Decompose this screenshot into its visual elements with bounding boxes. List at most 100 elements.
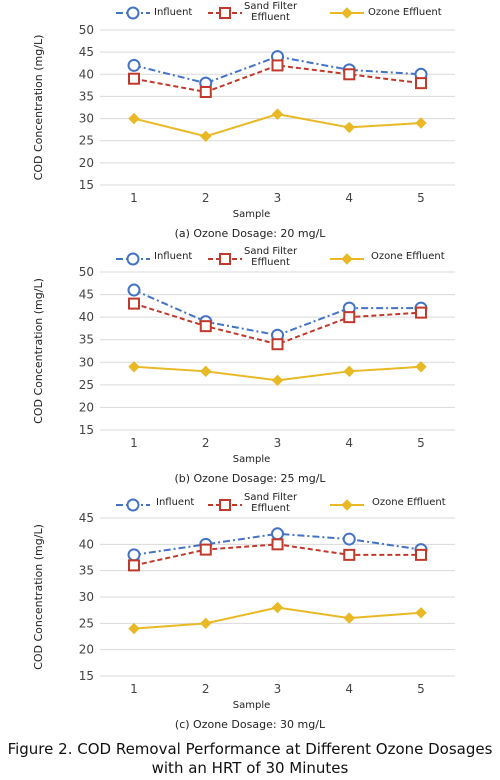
y-axis-label: COD Concentration (mg/L) — [32, 524, 45, 670]
x-tick-label: 4 — [345, 436, 353, 450]
x-tick-label: 3 — [274, 191, 282, 205]
y-tick-label: 15 — [79, 669, 94, 683]
data-point-sand-filter — [343, 548, 356, 561]
x-tick-label: 3 — [274, 682, 282, 696]
x-tick-label: 4 — [345, 682, 353, 696]
y-tick-label: 45 — [79, 288, 94, 302]
y-tick-label: 15 — [79, 423, 94, 437]
chart-legend: Influent Sand Filter Effluent Ozone Effl… — [0, 492, 500, 518]
data-point-sand-filter — [415, 77, 427, 90]
legend-ozone-symbol — [341, 7, 353, 19]
x-axis-label: Sample — [233, 700, 271, 711]
chart-panel-c: Influent Sand Filter Effluent Ozone Effl… — [0, 492, 500, 737]
figure-caption: Figure 2. COD Removal Performance at Dif… — [7, 740, 493, 777]
x-tick-label: 5 — [417, 436, 425, 450]
y-tick-label: 15 — [79, 178, 94, 192]
legend-influent-symbol — [126, 498, 140, 512]
chart-legend: Influent Sand Filter Effluent Ozone Effl… — [0, 246, 500, 272]
data-point-ozone — [415, 361, 427, 373]
data-point-sand-filter — [271, 59, 284, 72]
legend-sand-filter-label: Sand Filter Effluent — [244, 1, 298, 23]
data-point-ozone — [128, 112, 140, 125]
data-point-ozone — [200, 365, 212, 378]
data-point-ozone — [343, 121, 355, 134]
legend-influent-symbol — [126, 6, 140, 20]
x-tick-label: 4 — [345, 191, 353, 205]
x-tick-label: 2 — [202, 682, 210, 696]
data-point-ozone — [415, 117, 427, 129]
legend-ozone-symbol — [341, 499, 353, 511]
data-point-influent — [271, 527, 284, 541]
data-point-sand-filter — [199, 320, 212, 333]
y-tick-label: 30 — [79, 112, 94, 126]
legend-influent-label: Influent — [154, 7, 193, 18]
x-tick-label: 1 — [130, 436, 138, 450]
data-point-influent — [127, 283, 141, 297]
y-tick-label: 50 — [79, 23, 94, 37]
legend-ozone-label: Ozone Effluent — [371, 251, 445, 262]
y-axis-label: COD Concentration (mg/L) — [32, 278, 45, 424]
y-tick-label: 45 — [79, 45, 94, 59]
chart-caption-c: (c) Ozone Dosage: 30 mg/L — [174, 718, 326, 731]
x-tick-label: 1 — [130, 191, 138, 205]
data-point-ozone — [200, 617, 212, 630]
legend-sand-filter-label: Sand Filter Effluent — [244, 492, 298, 514]
y-tick-label: 30 — [79, 590, 94, 604]
legend-ozone-symbol — [341, 253, 353, 265]
data-point-sand-filter — [271, 338, 284, 351]
y-tick-label: 25 — [79, 616, 94, 630]
legend-sand-filter-symbol — [219, 499, 231, 511]
y-tick-label: 40 — [79, 537, 94, 551]
data-point-ozone — [271, 108, 284, 120]
data-point-sand-filter — [128, 559, 140, 572]
data-point-ozone — [128, 361, 140, 373]
y-tick-label: 30 — [79, 355, 94, 369]
x-tick-label: 2 — [202, 436, 210, 450]
x-axis-label: Sample — [233, 209, 271, 220]
data-point-sand-filter — [415, 548, 427, 561]
legend-influent-label: Influent — [154, 251, 193, 262]
y-tick-label: 45 — [79, 511, 94, 525]
data-point-influent — [127, 58, 141, 72]
data-point-sand-filter — [128, 297, 140, 310]
x-axis-label: Sample — [233, 454, 271, 465]
y-tick-label: 35 — [79, 89, 94, 103]
x-tick-label: 5 — [417, 682, 425, 696]
data-point-influent — [342, 532, 356, 546]
x-tick-label: 1 — [130, 682, 138, 696]
data-point-ozone — [200, 130, 212, 142]
legend-ozone-label: Ozone Effluent — [368, 7, 442, 18]
data-point-ozone — [343, 612, 355, 624]
y-tick-label: 20 — [79, 400, 94, 414]
data-point-sand-filter — [199, 543, 212, 556]
y-tick-label: 35 — [79, 333, 94, 347]
y-tick-label: 35 — [79, 564, 94, 578]
data-point-sand-filter — [415, 306, 427, 319]
legend-influent-symbol — [126, 252, 140, 266]
series-line-influent — [133, 289, 421, 337]
series-line-sand-filter — [133, 64, 422, 94]
y-tick-label: 50 — [79, 265, 94, 279]
chart-panel-b: Influent Sand Filter Effluent Ozone Effl… — [0, 246, 500, 491]
chart-legend: Influent Sand Filter Effluent Ozone Effl… — [0, 0, 500, 26]
data-point-ozone — [271, 601, 284, 614]
x-tick-label: 2 — [202, 191, 210, 205]
data-point-sand-filter — [199, 86, 212, 98]
y-axis-label: COD Concentration (mg/L) — [32, 35, 45, 181]
chart-caption-b: (b) Ozone Dosage: 25 mg/L — [174, 472, 326, 485]
chart-panel-a: Influent Sand Filter Effluent Ozone Effl… — [0, 0, 500, 245]
x-tick-label: 3 — [274, 436, 282, 450]
chart-caption-a: (a) Ozone Dosage: 20 mg/L — [174, 227, 326, 240]
series-line-sand-filter — [133, 302, 422, 346]
y-tick-label: 40 — [79, 67, 94, 81]
y-tick-label: 25 — [79, 378, 94, 392]
legend-influent-label: Influent — [156, 497, 195, 508]
data-point-influent — [127, 548, 141, 562]
legend-ozone-label: Ozone Effluent — [372, 497, 446, 508]
y-tick-label: 25 — [79, 134, 94, 148]
data-point-ozone — [415, 607, 427, 619]
data-point-sand-filter — [128, 72, 140, 85]
data-point-sand-filter — [271, 538, 284, 551]
